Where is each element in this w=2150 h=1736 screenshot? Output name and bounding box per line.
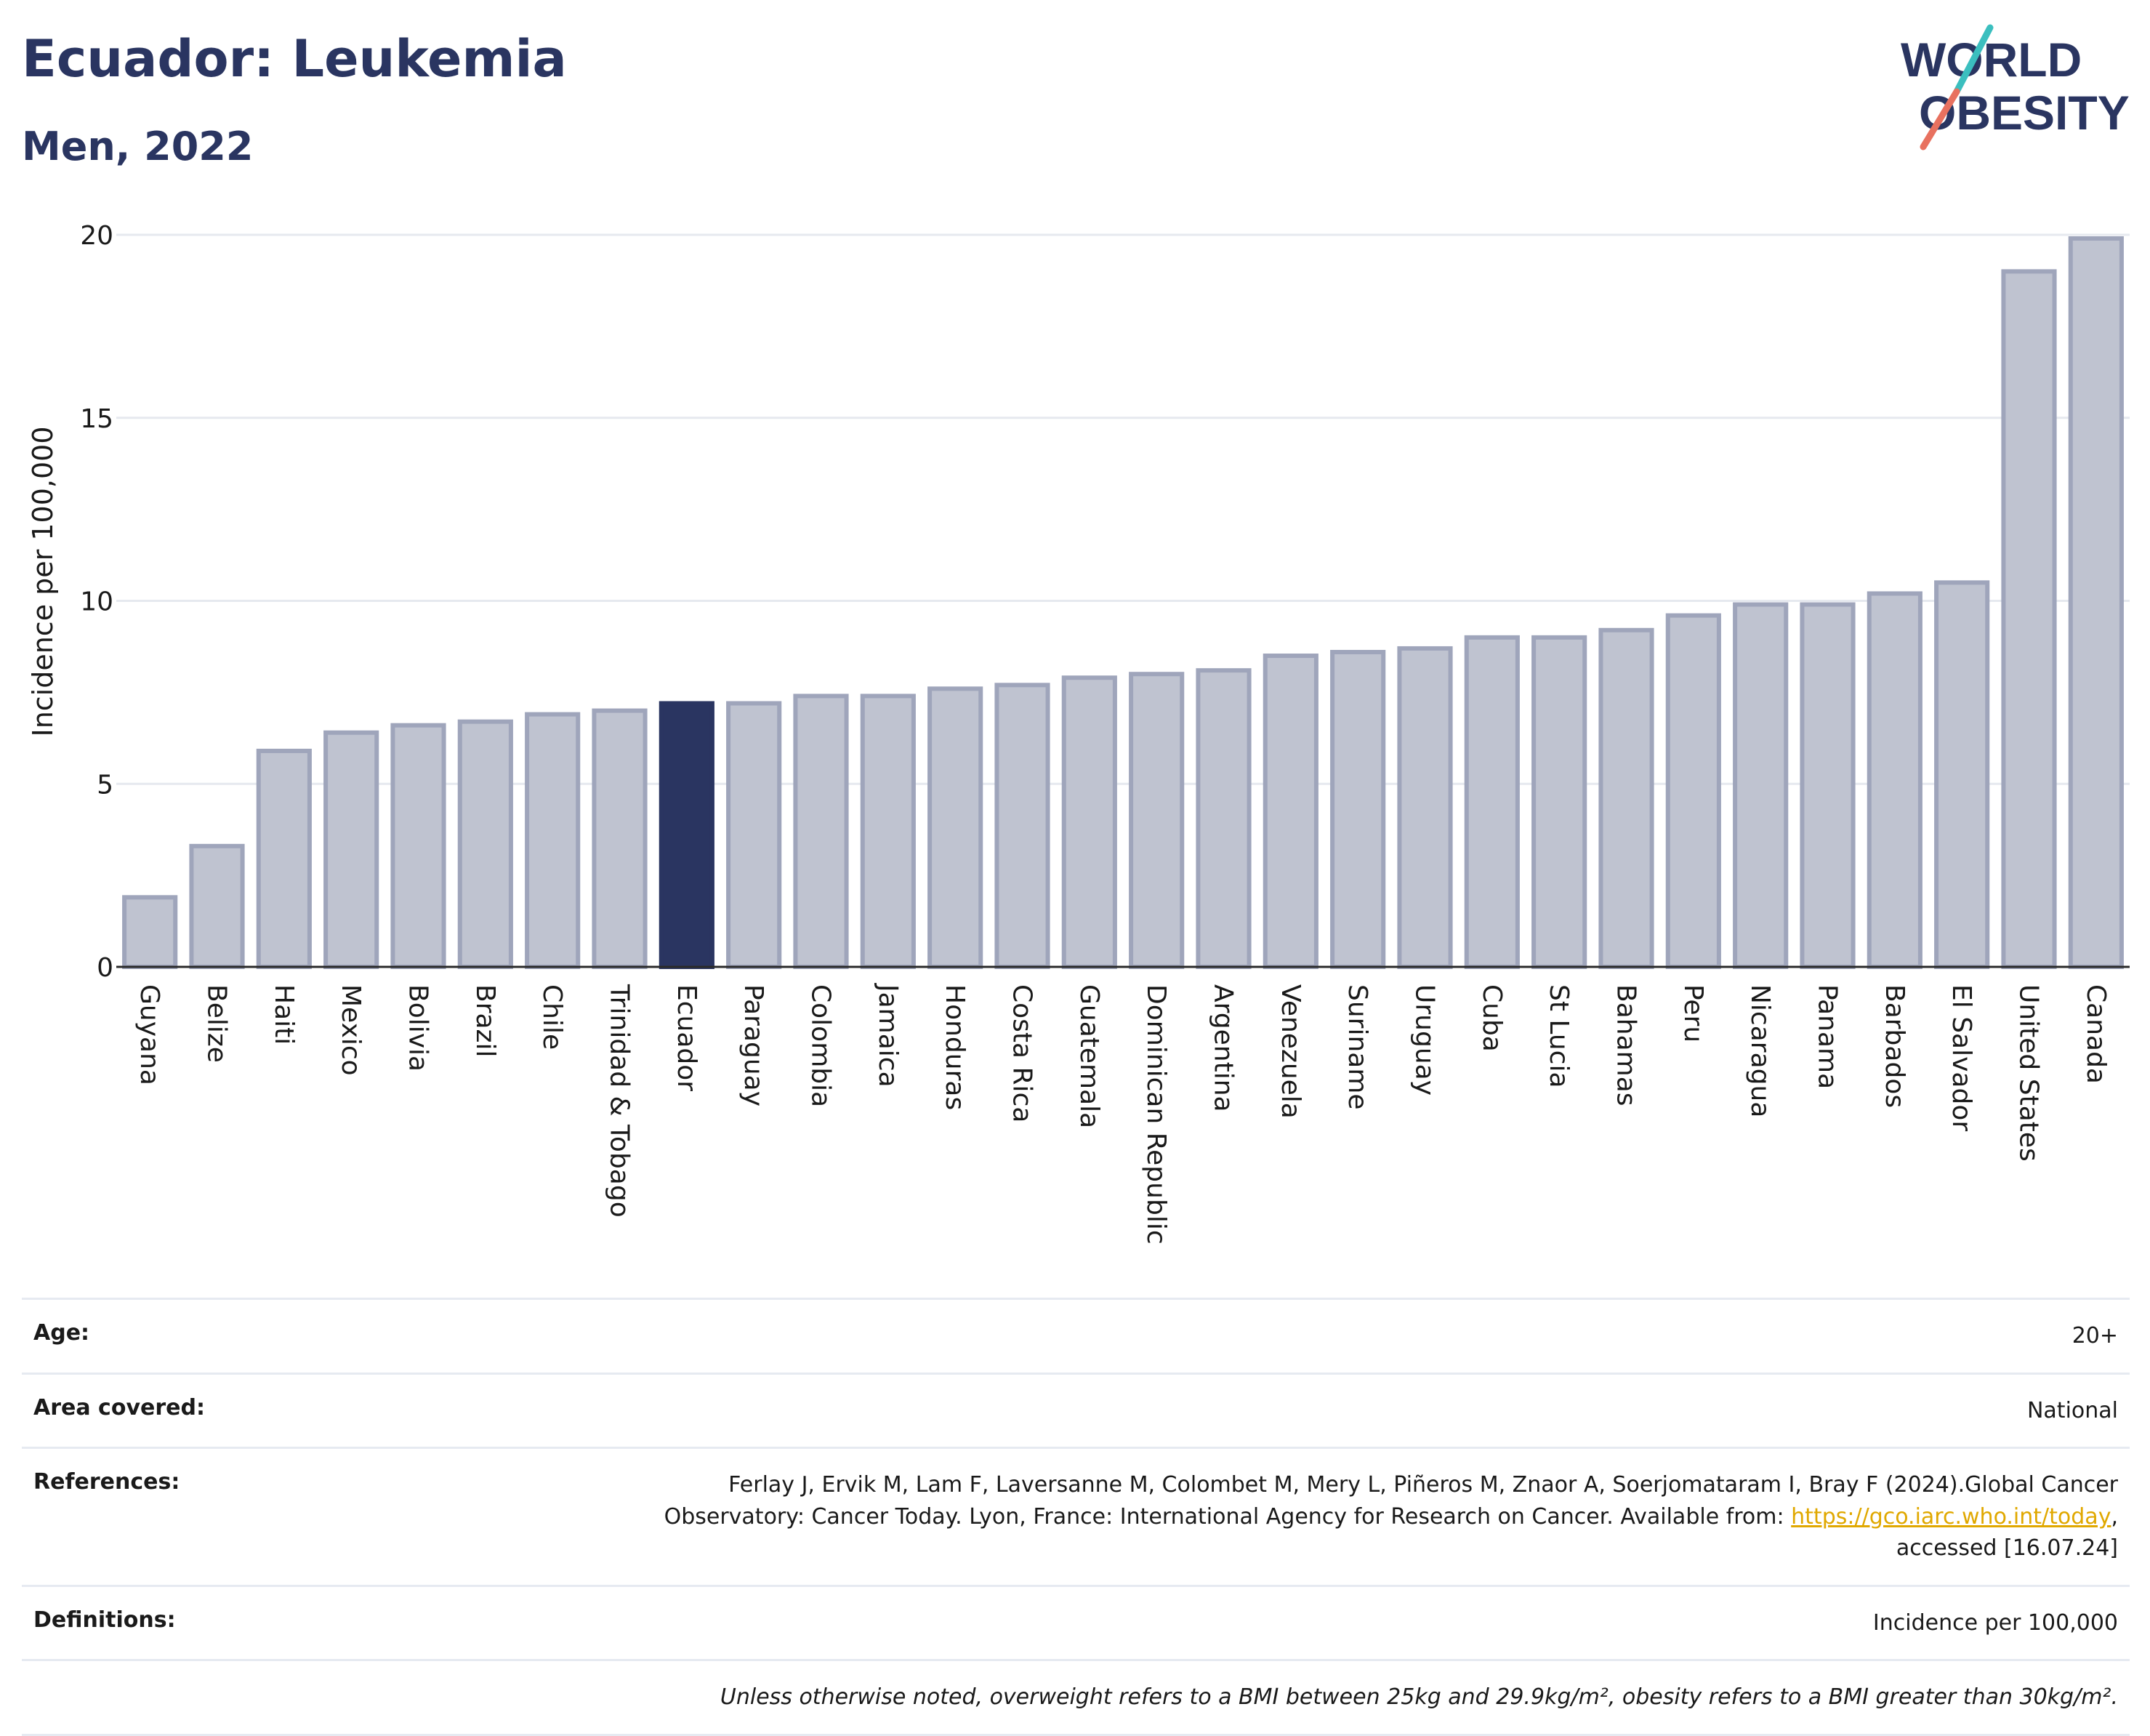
bar-chart: 0 5 10 15 20 Guyana Belize Haiti Mexico Bolivia Br… (27, 221, 2130, 1245)
x-tick-label: Argentina (1209, 984, 1239, 1112)
references-line2-end: , (2111, 1503, 2118, 1530)
bar-barbados (1867, 591, 1922, 969)
references-value: Ferlay J, Ervik M, Lam F, Laversanne M, … (664, 1469, 2118, 1564)
bar-united-states (2001, 269, 2057, 970)
definitions-label: Definitions: (33, 1607, 176, 1633)
bar-mexico (323, 730, 379, 969)
y-axis-label: Incidence per 100,000 (27, 426, 59, 736)
x-tick-label: Bolivia (403, 984, 433, 1072)
x-tick-label: Honduras (940, 984, 970, 1110)
bar-bolivia (390, 723, 446, 969)
references-label: References: (33, 1469, 180, 1495)
bar-trinidad-tobago (592, 708, 648, 969)
bar-honduras (927, 686, 983, 970)
x-tick-label: Chile (537, 984, 567, 1050)
bar-guatemala (1061, 675, 1117, 969)
x-tick-label: Nicaragua (1745, 984, 1775, 1117)
y-tick-label: 20 (80, 221, 113, 251)
x-tick-label: Guatemala (1074, 984, 1104, 1128)
bar-haiti (256, 748, 312, 970)
page-title: Ecuador: Leukemia (22, 29, 567, 89)
x-tick-label: Ecuador (672, 984, 701, 1091)
bar-bahamas (1598, 627, 1654, 970)
x-tick-label: Panama (1813, 984, 1843, 1089)
y-tick-label: 0 (97, 953, 113, 983)
x-tick-label: Mexico (336, 984, 366, 1076)
y-tick-label: 10 (80, 587, 113, 617)
bar-uruguay (1397, 646, 1453, 970)
grid-lines (116, 233, 2130, 785)
x-tick-label: Canada (2081, 984, 2111, 1084)
info-table: Age: 20+ Area covered: National Referenc… (22, 1298, 2130, 1736)
x-tick-label: Colombia (806, 984, 836, 1107)
age-value: 20+ (2072, 1323, 2118, 1349)
area-label: Area covered: (33, 1394, 205, 1420)
x-tick-label: Dominican Republic (1141, 984, 1171, 1245)
definitions-value: Incidence per 100,000 (1872, 1610, 2118, 1636)
y-tick-label: 5 (97, 770, 113, 800)
bar-ecuador (659, 701, 714, 969)
bar-el-salvador (1934, 580, 1990, 969)
logo-slash-top (1953, 24, 1994, 95)
x-tick-label: Peru (1678, 984, 1708, 1042)
logo-slash-bottom (1920, 88, 1960, 150)
x-tick-label: Suriname (1342, 984, 1372, 1110)
x-tick-label: Venezuela (1276, 984, 1305, 1119)
bar-nicaragua (1733, 602, 1789, 969)
bar-guyana (122, 895, 178, 969)
x-tick-label: Trinidad & Tobago (605, 984, 635, 1218)
x-tick-label: Paraguay (738, 984, 768, 1106)
bar-st-lucia (1531, 635, 1587, 969)
x-tick-label: Costa Rica (1007, 984, 1037, 1122)
bar-argentina (1196, 668, 1252, 969)
x-tick-label: Haiti (269, 984, 299, 1045)
logo-text-world: WORLD (1901, 33, 2082, 87)
references-line3: accessed [16.07.24] (1896, 1535, 2118, 1561)
info-row-area: Area covered: National (22, 1372, 2130, 1447)
bar-peru (1665, 613, 1721, 969)
x-tick-label: Jamaica (873, 983, 903, 1088)
references-link[interactable]: https://gco.iarc.who.int/today (1791, 1503, 2111, 1530)
bar-cuba (1464, 635, 1520, 969)
age-label: Age: (33, 1320, 90, 1346)
bar-colombia (793, 694, 849, 969)
x-tick-label: Guyana (134, 984, 164, 1085)
axes: 0 5 10 15 20 Guyana Belize Haiti Mexico Bolivia Br… (80, 221, 2130, 1245)
bar-dominican-republic (1129, 672, 1185, 969)
world-obesity-logo: WORLD OBESITY (1901, 24, 2130, 150)
bar-chile (525, 712, 581, 970)
bar-costa-rica (994, 683, 1050, 969)
x-tick-label: Brazil (470, 984, 500, 1057)
bmi-note: Unless otherwise noted, overweight refer… (720, 1684, 2118, 1710)
x-tick-label: Uruguay (1410, 984, 1440, 1096)
info-row-references: References: Ferlay J, Ervik M, Lam F, La… (22, 1447, 2130, 1585)
info-row-definitions: Definitions: Incidence per 100,000 (22, 1584, 2130, 1660)
bars (122, 236, 2124, 970)
info-row-age: Age: 20+ (22, 1298, 2130, 1373)
references-line2: Observatory: Cancer Today. Lyon, France:… (664, 1503, 1792, 1530)
page-subtitle: Men, 2022 (22, 124, 254, 169)
bar-canada (2068, 236, 2124, 970)
bar-suriname (1330, 649, 1386, 969)
references-line1: Ferlay J, Ervik M, Lam F, Laversanne M, … (728, 1472, 2118, 1498)
x-tick-label: Cuba (1477, 984, 1507, 1052)
x-tick-label: United States (2014, 984, 2044, 1162)
bar-brazil (457, 719, 513, 970)
x-tick-label: Bahamas (1611, 984, 1641, 1106)
x-tick-label: St Lucia (1544, 984, 1574, 1088)
y-tick-label: 15 (80, 404, 113, 434)
x-tick-label: Belize (202, 984, 232, 1063)
bar-paraguay (726, 701, 782, 969)
bar-belize (189, 843, 245, 969)
x-tick-label: El Salvador (1946, 984, 1976, 1131)
bar-jamaica (860, 694, 916, 969)
info-row-note: Unless otherwise noted, overweight refer… (22, 1659, 2130, 1736)
x-tick-label: Barbados (1880, 984, 1909, 1108)
bar-venezuela (1263, 654, 1318, 970)
bar-panama (1800, 602, 1856, 969)
area-value: National (2026, 1397, 2118, 1423)
